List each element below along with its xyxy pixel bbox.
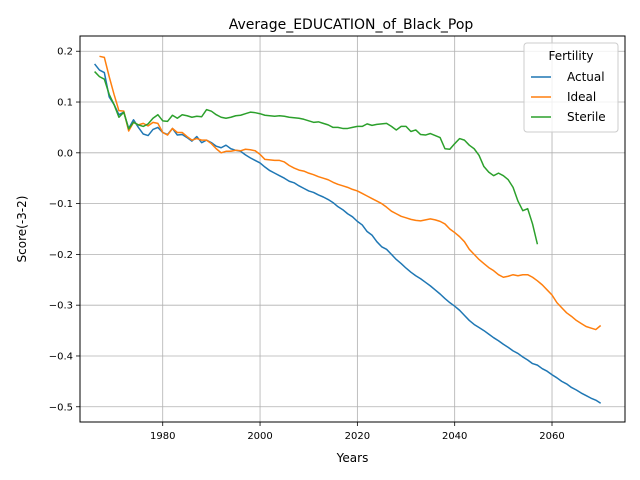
- legend-label-actual: Actual: [567, 70, 605, 84]
- y-tick-label: −0.4: [49, 351, 73, 362]
- y-tick-label: −0.1: [49, 199, 73, 210]
- legend-box: [523, 42, 619, 133]
- series-line-actual: [94, 63, 602, 404]
- y-tick-label: 0.0: [57, 148, 73, 159]
- plot-frame: [79, 35, 626, 423]
- legend: Fertility Actual Ideal Sterile: [523, 42, 619, 133]
- legend-label-ideal: Ideal: [567, 90, 596, 104]
- y-tick-label: −0.5: [49, 402, 73, 413]
- x-tick-label: 2040: [442, 431, 467, 442]
- legend-items: Actual Ideal Sterile: [531, 70, 606, 124]
- series-line-ideal: [99, 55, 602, 331]
- legend-label-sterile: Sterile: [567, 110, 606, 124]
- x-tick-label: 2000: [247, 431, 272, 442]
- x-tick-label: 2060: [539, 431, 564, 442]
- y-tick-label: 0.2: [57, 47, 73, 58]
- grid-lines: [80, 36, 625, 422]
- x-tick-label: 1980: [150, 431, 175, 442]
- x-axis-label: Years: [336, 451, 369, 465]
- y-axis-label: Score(-3-2): [15, 196, 29, 263]
- chart-title: Average_EDUCATION_of_Black_Pop: [229, 17, 474, 33]
- series-line-sterile: [94, 71, 539, 245]
- y-tick-label: 0.1: [57, 98, 73, 109]
- y-tick-label: −0.2: [49, 250, 73, 261]
- legend-title: Fertility: [548, 49, 593, 63]
- series-lines: [94, 55, 602, 404]
- x-axis: 1980 2000 2020 2040 2060: [150, 422, 565, 442]
- y-axis: 0.2 0.1 0.0 −0.1 −0.2 −0.3 −0.4 −0.5: [49, 47, 80, 413]
- x-tick-label: 2020: [345, 431, 370, 442]
- y-tick-label: −0.3: [49, 301, 73, 312]
